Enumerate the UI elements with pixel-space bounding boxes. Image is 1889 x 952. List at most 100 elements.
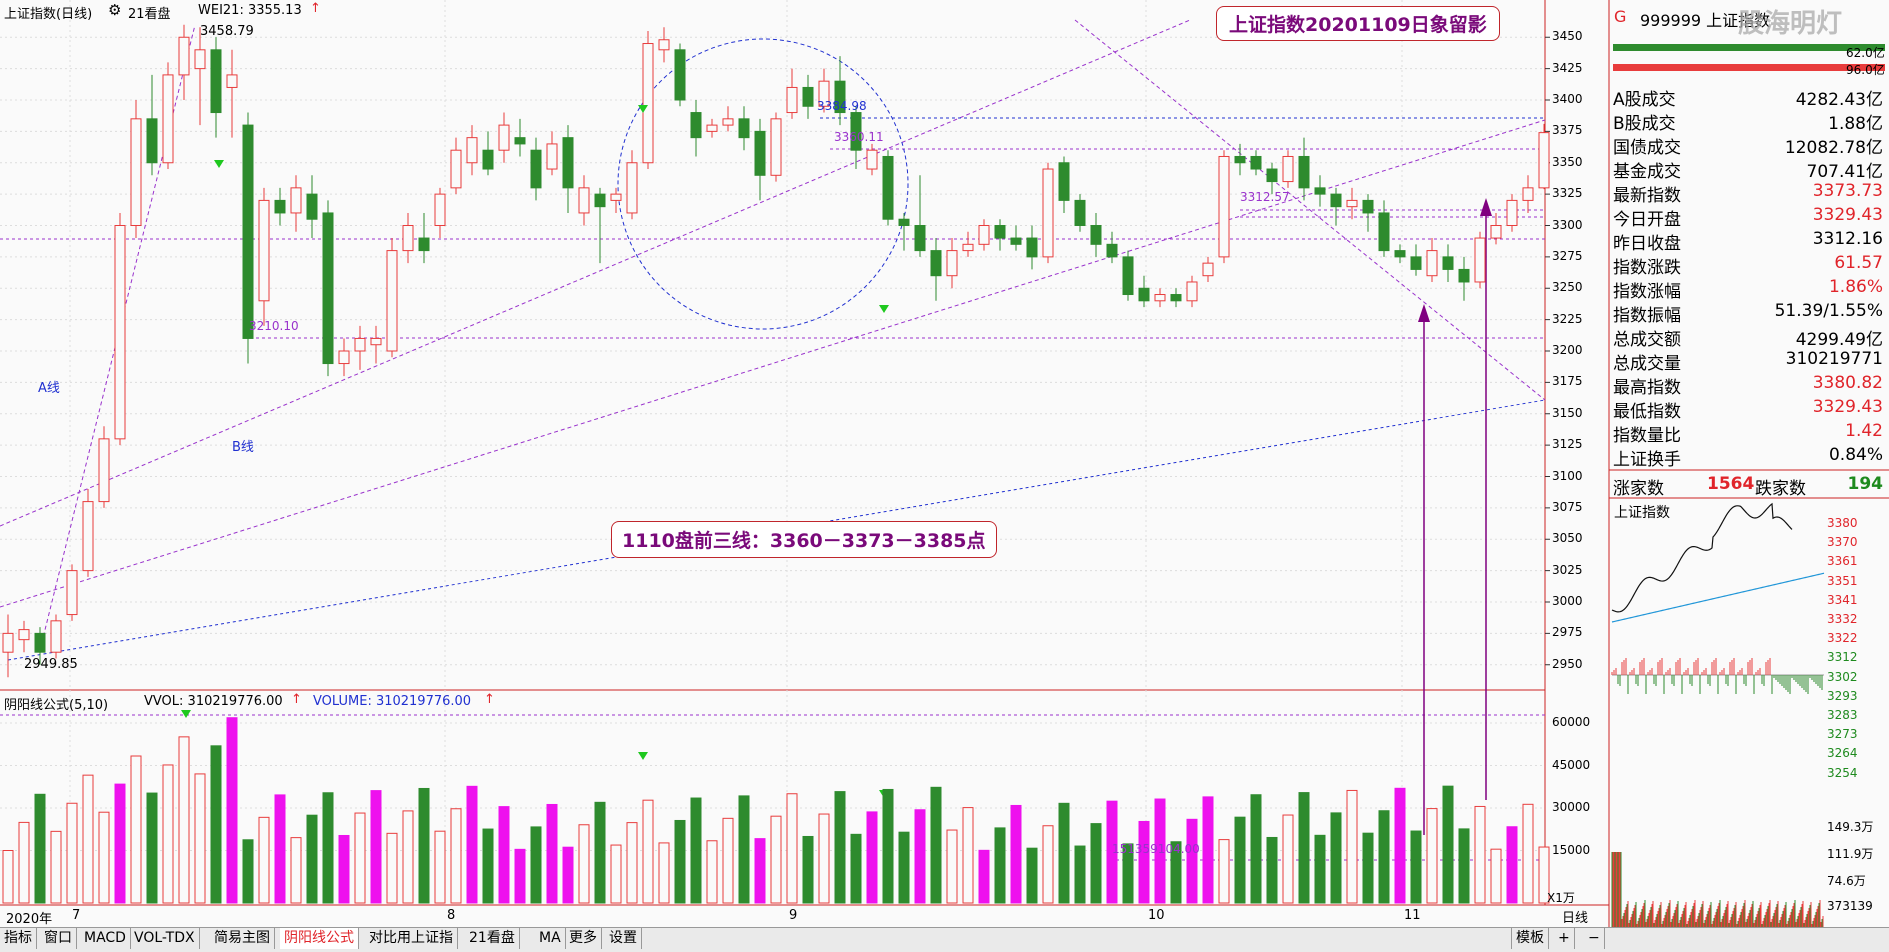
candle <box>226 74 238 88</box>
candle <box>210 49 222 114</box>
mini-price-line <box>1611 502 1793 613</box>
date-tick: 8 <box>447 908 456 923</box>
chart-title: 上证指数(日线) <box>4 7 93 22</box>
volume-header-volume: VOLUME: 310219776.00 <box>313 694 472 709</box>
stat-row: 最新指数 3373.73 <box>1611 179 1887 206</box>
mini-price-tick: 3293 <box>1827 688 1858 703</box>
up-arrow-icon <box>1480 198 1492 216</box>
candle <box>1074 199 1086 226</box>
volume-bar <box>322 792 334 904</box>
bottom-tab[interactable]: 指标 <box>0 928 37 949</box>
line-a-label: A线 <box>38 381 60 396</box>
candle <box>626 162 638 214</box>
bottom-tab[interactable]: VOL-TDX <box>130 928 200 949</box>
volume-bar <box>914 809 926 904</box>
stat-row: 上证换手 0.84% <box>1611 443 1887 470</box>
stat-value: 12082.78亿 <box>1784 138 1883 158</box>
candle <box>978 225 990 245</box>
candle <box>1042 168 1054 258</box>
mid-callout: 1110盘前三线：3360－3373－3385点 <box>611 521 997 558</box>
candle <box>1154 294 1166 302</box>
bottom-tab[interactable]: 简易主图 <box>210 928 275 949</box>
candle <box>642 43 654 164</box>
stat-value: 3380.82 <box>1812 373 1883 393</box>
mini-price-tick: 3322 <box>1827 631 1858 646</box>
candle <box>898 218 910 227</box>
stat-value: 4282.43亿 <box>1795 90 1883 110</box>
bottom-tab[interactable]: MACD <box>80 928 131 949</box>
volume-tick: 15000 <box>1552 842 1591 857</box>
stat-value: 0.84% <box>1828 445 1883 465</box>
low-label: 2949.85 <box>24 657 78 672</box>
volume-bar <box>562 846 574 904</box>
bottom-tab[interactable]: 窗口 <box>40 928 77 949</box>
volume-bar <box>994 827 1006 904</box>
candle <box>834 80 846 114</box>
stat-label: 指数涨跌 <box>1613 258 1681 278</box>
template-button[interactable]: 模板 <box>1511 928 1549 949</box>
mini-price-tick: 3283 <box>1827 708 1858 722</box>
candle <box>866 149 878 170</box>
bottom-tab[interactable]: MA <box>535 928 566 949</box>
bottom-tab[interactable]: 对比用上证指 <box>365 928 458 949</box>
volume-bar <box>210 745 222 904</box>
price-tick: 3425 <box>1552 60 1583 75</box>
stat-row: 总成交额 4299.49亿 <box>1611 323 1887 350</box>
price-tick: 2950 <box>1552 656 1583 671</box>
settings-gear-icon[interactable]: ⚙ <box>108 1 122 19</box>
candle <box>1362 199 1374 214</box>
stat-label: 最低指数 <box>1613 402 1681 422</box>
stat-row: 指数涨幅 1.86% <box>1611 275 1887 302</box>
candle <box>962 243 974 252</box>
remove-button[interactable]: − <box>1584 928 1605 949</box>
add-button[interactable]: + <box>1554 928 1575 949</box>
volume-bar <box>1218 839 1230 904</box>
mini-avg-line <box>1611 572 1825 623</box>
mode-label[interactable]: 21看盘 <box>128 7 171 22</box>
volume-bar <box>34 793 46 904</box>
candle <box>466 137 478 164</box>
volume-bar <box>834 791 846 904</box>
mini-price-tick: 3332 <box>1827 612 1858 626</box>
stat-label: 国债成交 <box>1613 138 1681 158</box>
advance-decline: 涨家数 1564 跌家数 194 <box>1611 472 1887 499</box>
stat-row: 指数涨跌 61.57 <box>1611 251 1887 278</box>
bottom-tab[interactable]: 设置 <box>605 928 642 949</box>
date-tick: 11 <box>1404 908 1421 923</box>
volume-bar <box>882 788 894 904</box>
candle <box>882 155 894 220</box>
candle <box>1490 225 1502 239</box>
volume-bar <box>978 849 990 904</box>
volume-bar <box>946 829 958 904</box>
stat-row: 今日开盘 3329.43 <box>1611 203 1887 230</box>
date-tick: 10 <box>1148 908 1165 923</box>
stat-row: 总成交量 310219771 <box>1611 347 1887 374</box>
candle <box>354 337 366 352</box>
candle <box>258 199 270 302</box>
period-label[interactable]: 日线 <box>1562 911 1589 926</box>
volume-bar <box>1090 823 1102 904</box>
price-tick: 3325 <box>1552 186 1583 201</box>
date-tick: 7 <box>72 908 81 923</box>
watermark: 股海明灯 <box>1738 9 1843 39</box>
volume-bar <box>1458 828 1470 904</box>
candle <box>386 250 398 352</box>
bottom-tab[interactable]: 阴阳线公式 <box>280 928 359 949</box>
candle <box>1202 262 1214 277</box>
candle <box>146 118 158 164</box>
bottom-tab[interactable]: 21看盘 <box>465 928 520 949</box>
volume-bar <box>802 835 814 904</box>
volume-unit: X1万 <box>1547 891 1575 905</box>
stat-label: B股成交 <box>1613 114 1676 134</box>
candle <box>722 118 734 126</box>
volume-bar <box>1186 818 1198 904</box>
candle <box>18 629 30 641</box>
volume-bar <box>1282 814 1294 904</box>
volume-bar <box>82 774 94 904</box>
volume-bar <box>1202 796 1214 904</box>
candle <box>1106 243 1118 258</box>
price-tick: 3275 <box>1552 248 1583 263</box>
bottom-tab[interactable]: 更多 <box>565 928 602 949</box>
candle <box>34 632 46 653</box>
